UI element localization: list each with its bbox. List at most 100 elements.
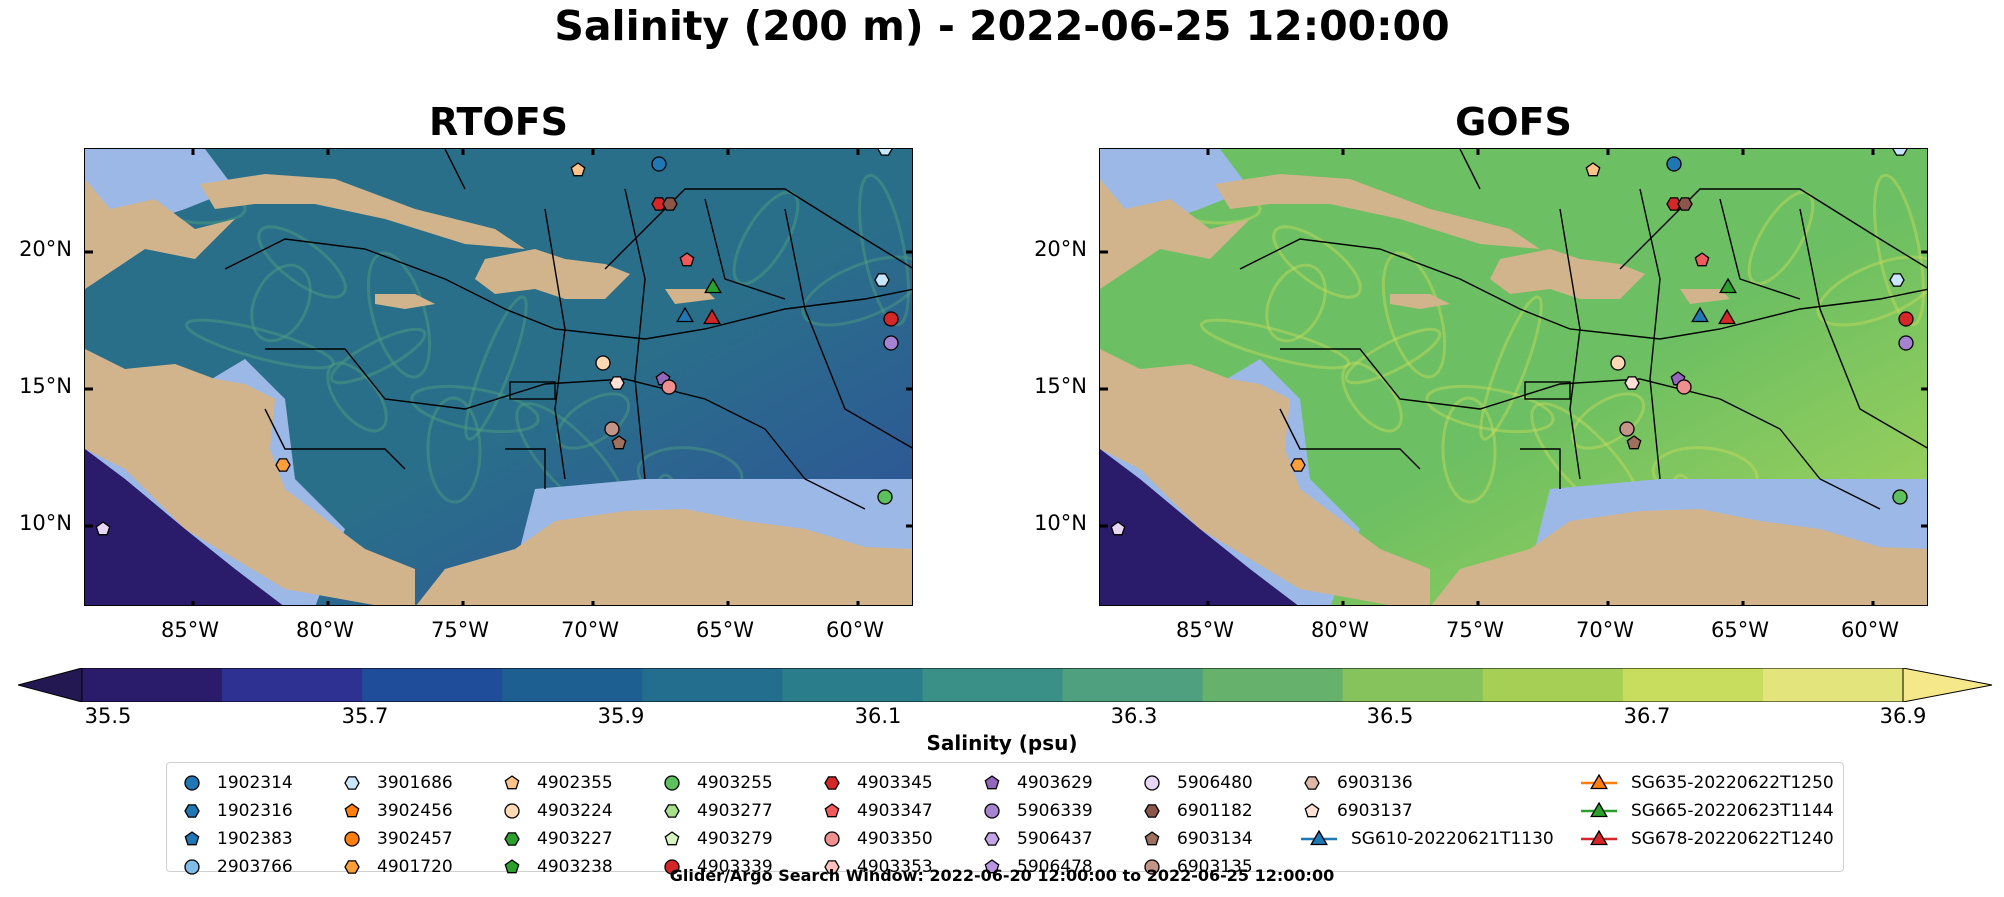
legend-swatch <box>344 803 360 818</box>
legend-label: 4903629 <box>1017 773 1093 793</box>
legend-column: 3901686 3902456 3902457 4901720 <box>341 769 453 881</box>
legend-label: 6901182 <box>1177 801 1253 821</box>
legend-marker <box>1144 859 1160 875</box>
legend-label: 4903279 <box>697 829 773 849</box>
legend-marker <box>504 832 520 846</box>
lat-label: 20°N <box>1034 237 1087 261</box>
legend-marker <box>984 775 1000 790</box>
colorbar-segment <box>362 668 503 702</box>
legend-label: 4903345 <box>857 773 933 793</box>
map-gofs[interactable] <box>1099 148 1928 606</box>
lon-label: 85°W <box>161 618 219 642</box>
legend-marker <box>824 831 840 847</box>
colorbar-segment <box>1622 668 1764 702</box>
legend-label: SG665-20220623T1144 <box>1631 801 1834 821</box>
legend-marker <box>344 860 360 874</box>
eez-boundary <box>505 448 546 489</box>
legend-label: 4903350 <box>857 829 933 849</box>
eez-boundary <box>1279 408 1421 470</box>
float-marker <box>1718 308 1736 325</box>
legend-marker <box>184 804 200 818</box>
legend-swatch <box>664 831 680 846</box>
colorbar-extend-high <box>1902 668 1993 702</box>
eez-boundary <box>265 348 706 410</box>
legend-label: 3902457 <box>377 829 453 849</box>
legend-swatch <box>1304 803 1320 818</box>
legend-marker <box>1144 831 1160 846</box>
eez-boundary <box>1280 348 1721 410</box>
pacific-ocean <box>85 449 283 605</box>
legend-marker <box>824 860 840 874</box>
legend-marker <box>184 831 200 846</box>
legend-item: 5906478 <box>981 853 1093 881</box>
lon-label: 60°W <box>826 618 884 642</box>
legend-marker <box>824 803 840 818</box>
legend-item: SG635-20220622T1250 <box>1581 769 1834 797</box>
legend-marker <box>344 831 360 847</box>
eez-boundary <box>444 149 466 190</box>
legend-item: 1902316 <box>181 797 293 825</box>
legend-label: 4903224 <box>537 801 613 821</box>
legend-swatch <box>984 832 1000 846</box>
legend-swatch <box>504 803 520 819</box>
lon-label: 65°W <box>1711 618 1769 642</box>
legend-label: 5906480 <box>1177 773 1253 793</box>
legend-column: 4903629 5906339 5906437 5906478 <box>981 769 1093 881</box>
legend-marker <box>1590 773 1608 790</box>
legend-marker <box>664 859 680 875</box>
legend-item: 6903136 <box>1301 769 1554 797</box>
lon-label: 75°W <box>431 618 489 642</box>
legend-label: 1902314 <box>217 773 293 793</box>
legend-swatch <box>1581 773 1617 790</box>
legend-swatch <box>504 775 520 790</box>
colorbar-segment <box>782 668 923 702</box>
legend-marker <box>344 776 360 790</box>
float-marker <box>1898 335 1914 351</box>
legend-label: SG635-20220622T1250 <box>1631 773 1834 793</box>
colorbar-segment <box>82 668 223 702</box>
map-rtofs[interactable] <box>84 148 913 606</box>
colorbar-segment <box>1762 668 1904 702</box>
colorbar-segment <box>1202 668 1344 702</box>
legend-item: 3901686 <box>341 769 453 797</box>
eez-box <box>1524 381 1571 400</box>
float-marker <box>595 355 611 371</box>
land-puerto-rico <box>1680 289 1730 304</box>
legend-swatch <box>184 775 200 791</box>
eez-boundary <box>704 198 786 300</box>
legend-marker <box>1144 775 1160 791</box>
legend-marker <box>1590 829 1608 846</box>
colorbar-tick-label: 35.9 <box>597 704 645 728</box>
legend-item: 5906480 <box>1141 769 1253 797</box>
legend-label: 4903277 <box>697 801 773 821</box>
legend-item: SG665-20220623T1144 <box>1581 797 1834 825</box>
legend-column: 5906480 6901182 6903134 6903135 <box>1141 769 1253 881</box>
legend-swatch <box>1144 831 1160 846</box>
legend-swatch <box>1144 859 1160 875</box>
legend-item: 1902383 <box>181 825 293 853</box>
legend-item: 6903134 <box>1141 825 1253 853</box>
legend-item: SG678-20220622T1240 <box>1581 825 1834 853</box>
eez-boundary <box>1639 188 1661 480</box>
eez-boundary <box>1520 448 1561 489</box>
land-hispaniola <box>475 249 630 299</box>
land-cuba <box>1215 174 1540 249</box>
lon-label: 85°W <box>1176 618 1234 642</box>
legend-swatch <box>504 832 520 846</box>
lon-label: 65°W <box>696 618 754 642</box>
float-marker <box>877 149 893 156</box>
float-marker <box>1676 379 1692 395</box>
eez-box <box>509 381 556 400</box>
legend-marker <box>984 832 1000 846</box>
legend-label: 6903135 <box>1177 857 1253 877</box>
colorbar-tick-label: 35.7 <box>341 704 389 728</box>
legend-item: 6903135 <box>1141 853 1253 881</box>
figure-title: Salinity (200 m) - 2022-06-25 12:00:00 <box>554 2 1450 50</box>
colorbar-segment <box>1482 668 1624 702</box>
legend-swatch <box>344 776 360 790</box>
legend-swatch <box>1581 801 1617 818</box>
legend-swatch <box>1144 775 1160 791</box>
legend-column: 4903255 4903277 4903279 4903339 <box>661 769 773 881</box>
legend-swatch <box>1144 804 1160 818</box>
legend-label: SG610-20220621T1130 <box>1351 829 1554 849</box>
